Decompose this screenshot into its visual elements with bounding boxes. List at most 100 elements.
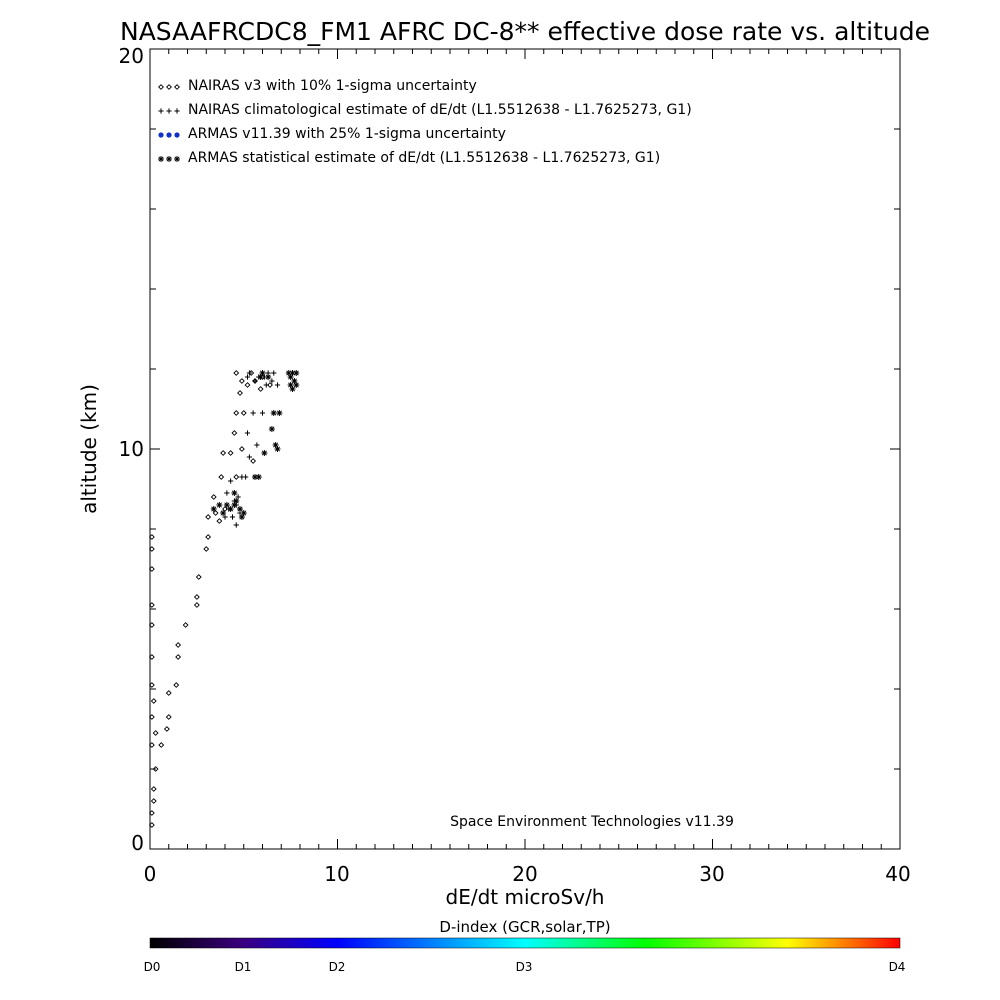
data-point-asterisk bbox=[268, 426, 275, 432]
legend-item-nairas-v3: NAIRAS v3 with 10% 1-sigma uncertainty bbox=[158, 78, 477, 94]
data-point-asterisk bbox=[276, 410, 283, 416]
data-point-diamond bbox=[175, 642, 182, 648]
legend-symbol-plus bbox=[166, 108, 172, 114]
data-point-diamond bbox=[152, 766, 159, 772]
data-point-plus bbox=[269, 378, 275, 384]
legend-symbol-asterisk bbox=[158, 156, 164, 162]
y-tick-label-0: 0 bbox=[131, 831, 144, 855]
data-point-diamond bbox=[205, 514, 212, 520]
legend-item-nairas-climatological: NAIRAS climatological estimate of dE/dt … bbox=[158, 102, 692, 118]
colorbar-label-d2: D2 bbox=[329, 960, 346, 974]
data-point-plus bbox=[259, 410, 266, 416]
data-point-diamond bbox=[193, 602, 200, 608]
data-point-diamond bbox=[212, 510, 219, 516]
data-point-asterisk bbox=[291, 378, 298, 384]
data-point-plus bbox=[246, 454, 252, 460]
data-point-diamond bbox=[182, 622, 189, 628]
data-point-asterisk bbox=[272, 442, 279, 448]
data-point-plus bbox=[263, 382, 269, 388]
y-tick-label-20: 20 bbox=[119, 44, 144, 68]
colorbar-title: D-index (GCR,solar,TP) bbox=[439, 918, 610, 936]
data-point-asterisk bbox=[240, 510, 247, 516]
data-point-diamond bbox=[165, 714, 172, 720]
data-point-plus bbox=[243, 474, 249, 480]
colorbar-label-d0: D0 bbox=[144, 960, 161, 974]
data-point-diamond bbox=[210, 494, 217, 500]
legend-symbol-diamond bbox=[174, 84, 180, 90]
data-point-diamond bbox=[165, 690, 172, 696]
legend-marker-plus bbox=[158, 108, 180, 114]
legend: NAIRAS v3 with 10% 1-sigma uncertainty N… bbox=[158, 78, 692, 166]
data-point-plus bbox=[229, 514, 236, 520]
legend-marker-diamond bbox=[158, 84, 180, 90]
data-point-asterisk bbox=[220, 510, 227, 516]
data-point-asterisk bbox=[289, 370, 296, 376]
data-point-diamond bbox=[227, 450, 234, 456]
data-point-asterisk bbox=[287, 374, 294, 380]
colorbar-label-d3: D3 bbox=[516, 960, 533, 974]
data-point-plus bbox=[271, 370, 277, 376]
data-point-diamond bbox=[148, 742, 155, 748]
data-point-diamond bbox=[148, 810, 155, 816]
data-point-asterisk bbox=[259, 370, 266, 376]
legend-label-armas-statistical: ARMAS statistical estimate of dE/dt (L1.… bbox=[188, 150, 660, 166]
data-point-diamond bbox=[218, 474, 225, 480]
legend-item-armas-v11: ARMAS v11.39 with 25% 1-sigma uncertaint… bbox=[158, 126, 506, 142]
data-point-plus bbox=[274, 382, 281, 388]
data-point-asterisk bbox=[227, 506, 234, 512]
data-point-diamond bbox=[240, 410, 247, 416]
data-point-diamond bbox=[244, 382, 251, 388]
legend-symbol-diamond bbox=[166, 84, 172, 90]
data-point-asterisk bbox=[231, 490, 238, 496]
legend-marker-asterisk bbox=[158, 156, 180, 162]
legend-symbol-dot bbox=[166, 132, 172, 138]
data-point-diamond bbox=[233, 474, 240, 480]
x-tick-label-40: 40 bbox=[885, 862, 910, 886]
data-point-diamond bbox=[148, 566, 155, 572]
data-point-diamond bbox=[150, 798, 157, 804]
data-point-diamond bbox=[173, 682, 180, 688]
data-point-plus bbox=[233, 522, 239, 528]
data-point-diamond bbox=[267, 382, 273, 388]
data-point-asterisk bbox=[287, 382, 294, 388]
data-point-diamond bbox=[152, 730, 159, 736]
data-point-asterisk bbox=[238, 514, 245, 520]
data-point-diamond bbox=[148, 822, 155, 828]
y-tick-label-10: 10 bbox=[119, 437, 144, 461]
data-point-diamond bbox=[148, 714, 155, 720]
data-point-diamond bbox=[148, 602, 155, 608]
data-point-diamond bbox=[205, 534, 212, 540]
legend-symbol-dot bbox=[158, 132, 164, 138]
data-point-asterisk bbox=[252, 474, 258, 480]
data-point-diamond bbox=[150, 786, 157, 792]
data-point-diamond bbox=[175, 654, 182, 660]
x-axis-label: dE/dt microSv/h bbox=[446, 885, 605, 909]
data-point-diamond bbox=[148, 682, 155, 688]
data-point-diamond bbox=[148, 654, 155, 660]
data-point-diamond bbox=[233, 410, 240, 416]
legend-label-nairas-climatological: NAIRAS climatological estimate of dE/dt … bbox=[188, 102, 692, 118]
data-point-diamond bbox=[238, 378, 245, 384]
data-point-diamond bbox=[148, 622, 155, 628]
data-point-asterisk bbox=[265, 374, 272, 380]
data-point-plus bbox=[224, 490, 230, 496]
x-tick-label-30: 30 bbox=[699, 862, 724, 886]
data-point-asterisk bbox=[270, 410, 277, 416]
data-point-asterisk bbox=[231, 502, 238, 508]
data-point-plus bbox=[244, 430, 251, 436]
x-tick-label-10: 10 bbox=[324, 862, 349, 886]
legend-item-armas-statistical: ARMAS statistical estimate of dE/dt (L1.… bbox=[158, 150, 660, 166]
x-tick-label-0: 0 bbox=[144, 862, 157, 886]
data-point-asterisk bbox=[289, 386, 296, 392]
legend-label-armas-v11: ARMAS v11.39 with 25% 1-sigma uncertaint… bbox=[188, 126, 506, 142]
legend-label-nairas-v3: NAIRAS v3 with 10% 1-sigma uncertainty bbox=[188, 78, 477, 94]
data-point-asterisk bbox=[274, 446, 281, 452]
chart-title: NASAAFRCDC8_FM1 AFRC DC-8** effective do… bbox=[120, 17, 930, 46]
data-point-diamond bbox=[203, 546, 210, 552]
x-axis-ticks bbox=[149, 49, 901, 849]
data-point-diamond bbox=[193, 594, 200, 600]
colorbar-label-d4: D4 bbox=[889, 960, 906, 974]
legend-symbol-dot bbox=[174, 132, 180, 138]
colorbar-label-d1: D1 bbox=[235, 960, 252, 974]
